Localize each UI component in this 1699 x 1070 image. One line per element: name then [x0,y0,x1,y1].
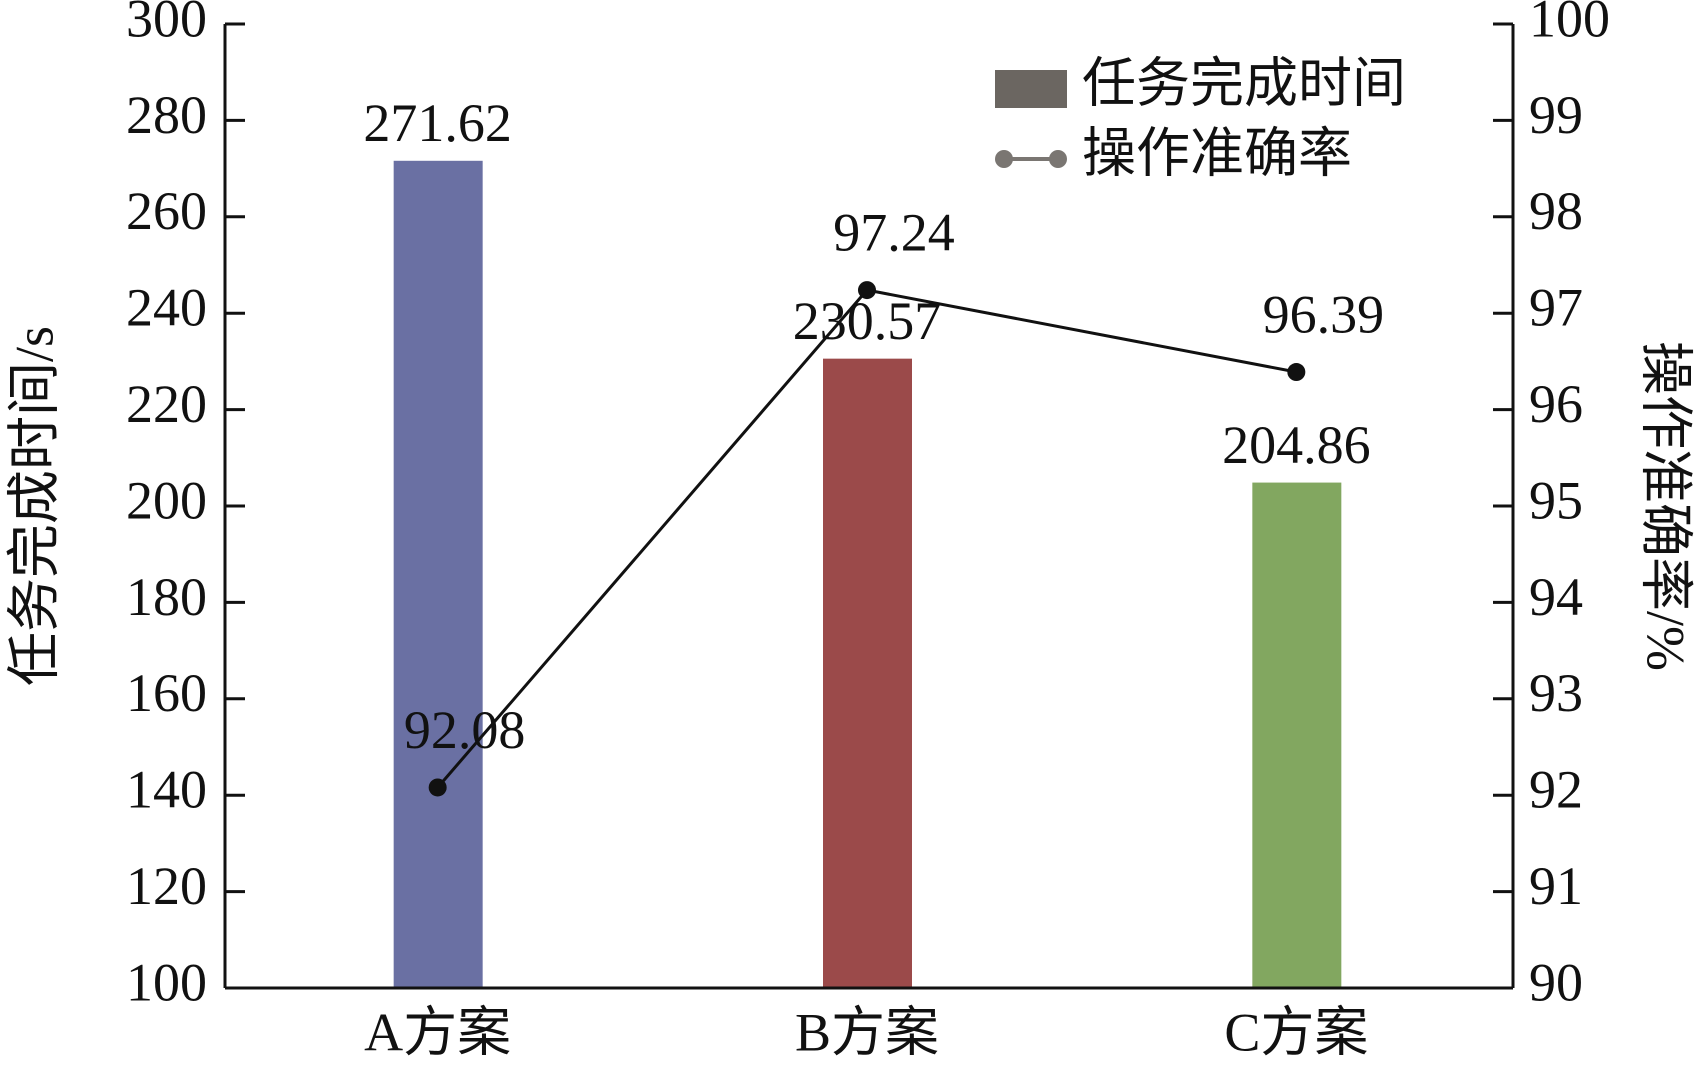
bar [823,358,912,988]
y-tick-label: 100 [126,952,207,1012]
line-value-label: 92.08 [404,700,526,760]
legend-swatch [995,150,1013,168]
y2-tick-label: 100 [1529,0,1610,48]
y-tick-label: 240 [126,278,207,338]
y2-tick-label: 95 [1529,470,1583,530]
y-tick-label: 160 [126,663,207,723]
y2-tick-label: 93 [1529,663,1583,723]
x-tick-label: A方案 [364,1002,511,1062]
legend-swatch [1049,150,1067,168]
bar [393,160,483,988]
legend-label: 任务完成时间 [1082,53,1406,113]
y2-tick-label: 99 [1529,85,1583,145]
x-tick-label: C方案 [1224,1002,1368,1062]
y-tick-label: 280 [126,85,207,145]
y2-tick-label: 97 [1529,278,1583,338]
y-tick-label: 260 [126,181,207,241]
y2-tick-label: 94 [1529,567,1583,627]
y-tick-label: 140 [126,760,207,820]
bar-value-label: 271.62 [363,93,512,153]
line-point [1287,363,1306,382]
x-tick-label: B方案 [795,1002,939,1062]
y-tick-label: 300 [126,0,207,48]
y2-axis-label: 操作准确率/% [1636,341,1696,671]
y2-tick-label: 92 [1529,760,1583,820]
y2-tick-label: 91 [1529,856,1583,916]
y-tick-label: 220 [126,374,207,434]
line-point [428,778,447,797]
y2-tick-label: 98 [1529,181,1583,241]
y-tick-label: 120 [126,856,207,916]
legend-swatch [995,70,1067,108]
line-value-label: 96.39 [1263,284,1385,344]
line-value-label: 97.24 [833,202,955,262]
y2-tick-label: 90 [1529,952,1583,1012]
bar-value-label: 230.57 [793,291,942,351]
y-axis-label: 任务完成时间/s [4,326,64,686]
y-tick-label: 200 [126,470,207,530]
line-point [858,281,876,300]
y2-tick-label: 96 [1529,374,1583,434]
legend-label: 操作准确率 [1082,123,1352,183]
bar [1252,482,1342,988]
y-tick-label: 180 [126,567,207,627]
bar-value-label: 204.86 [1222,415,1371,475]
